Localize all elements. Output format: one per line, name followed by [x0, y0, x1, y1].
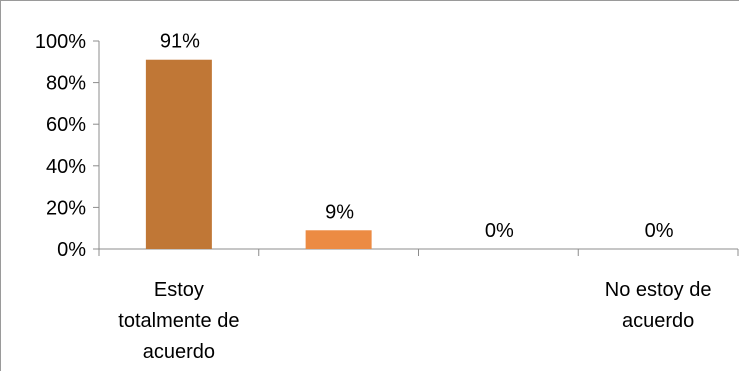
x-category-label: Estoy totalmente de acuerdo: [118, 279, 240, 363]
y-tick-label: 0%: [57, 239, 86, 261]
bar: [145, 59, 212, 249]
y-tick-label: 80%: [46, 73, 86, 95]
y-tick-label: 20%: [46, 197, 86, 219]
data-label: 0%: [645, 220, 674, 242]
data-label: 9%: [325, 201, 354, 223]
y-tick-label: 40%: [46, 156, 86, 178]
y-tick-label: 60%: [46, 114, 86, 136]
data-label: 91%: [160, 31, 200, 53]
data-label: 0%: [485, 220, 514, 242]
x-axis: [98, 248, 739, 256]
bars: [145, 59, 372, 249]
data-labels: 91% 9% 0% 0%: [160, 31, 674, 242]
y-tick-label: 100%: [35, 31, 86, 53]
y-axis: 0% 20% 40% 60% 80% 100%: [35, 31, 100, 261]
bar: [305, 230, 372, 249]
x-category-label: No estoy de acuerdo: [604, 279, 712, 332]
